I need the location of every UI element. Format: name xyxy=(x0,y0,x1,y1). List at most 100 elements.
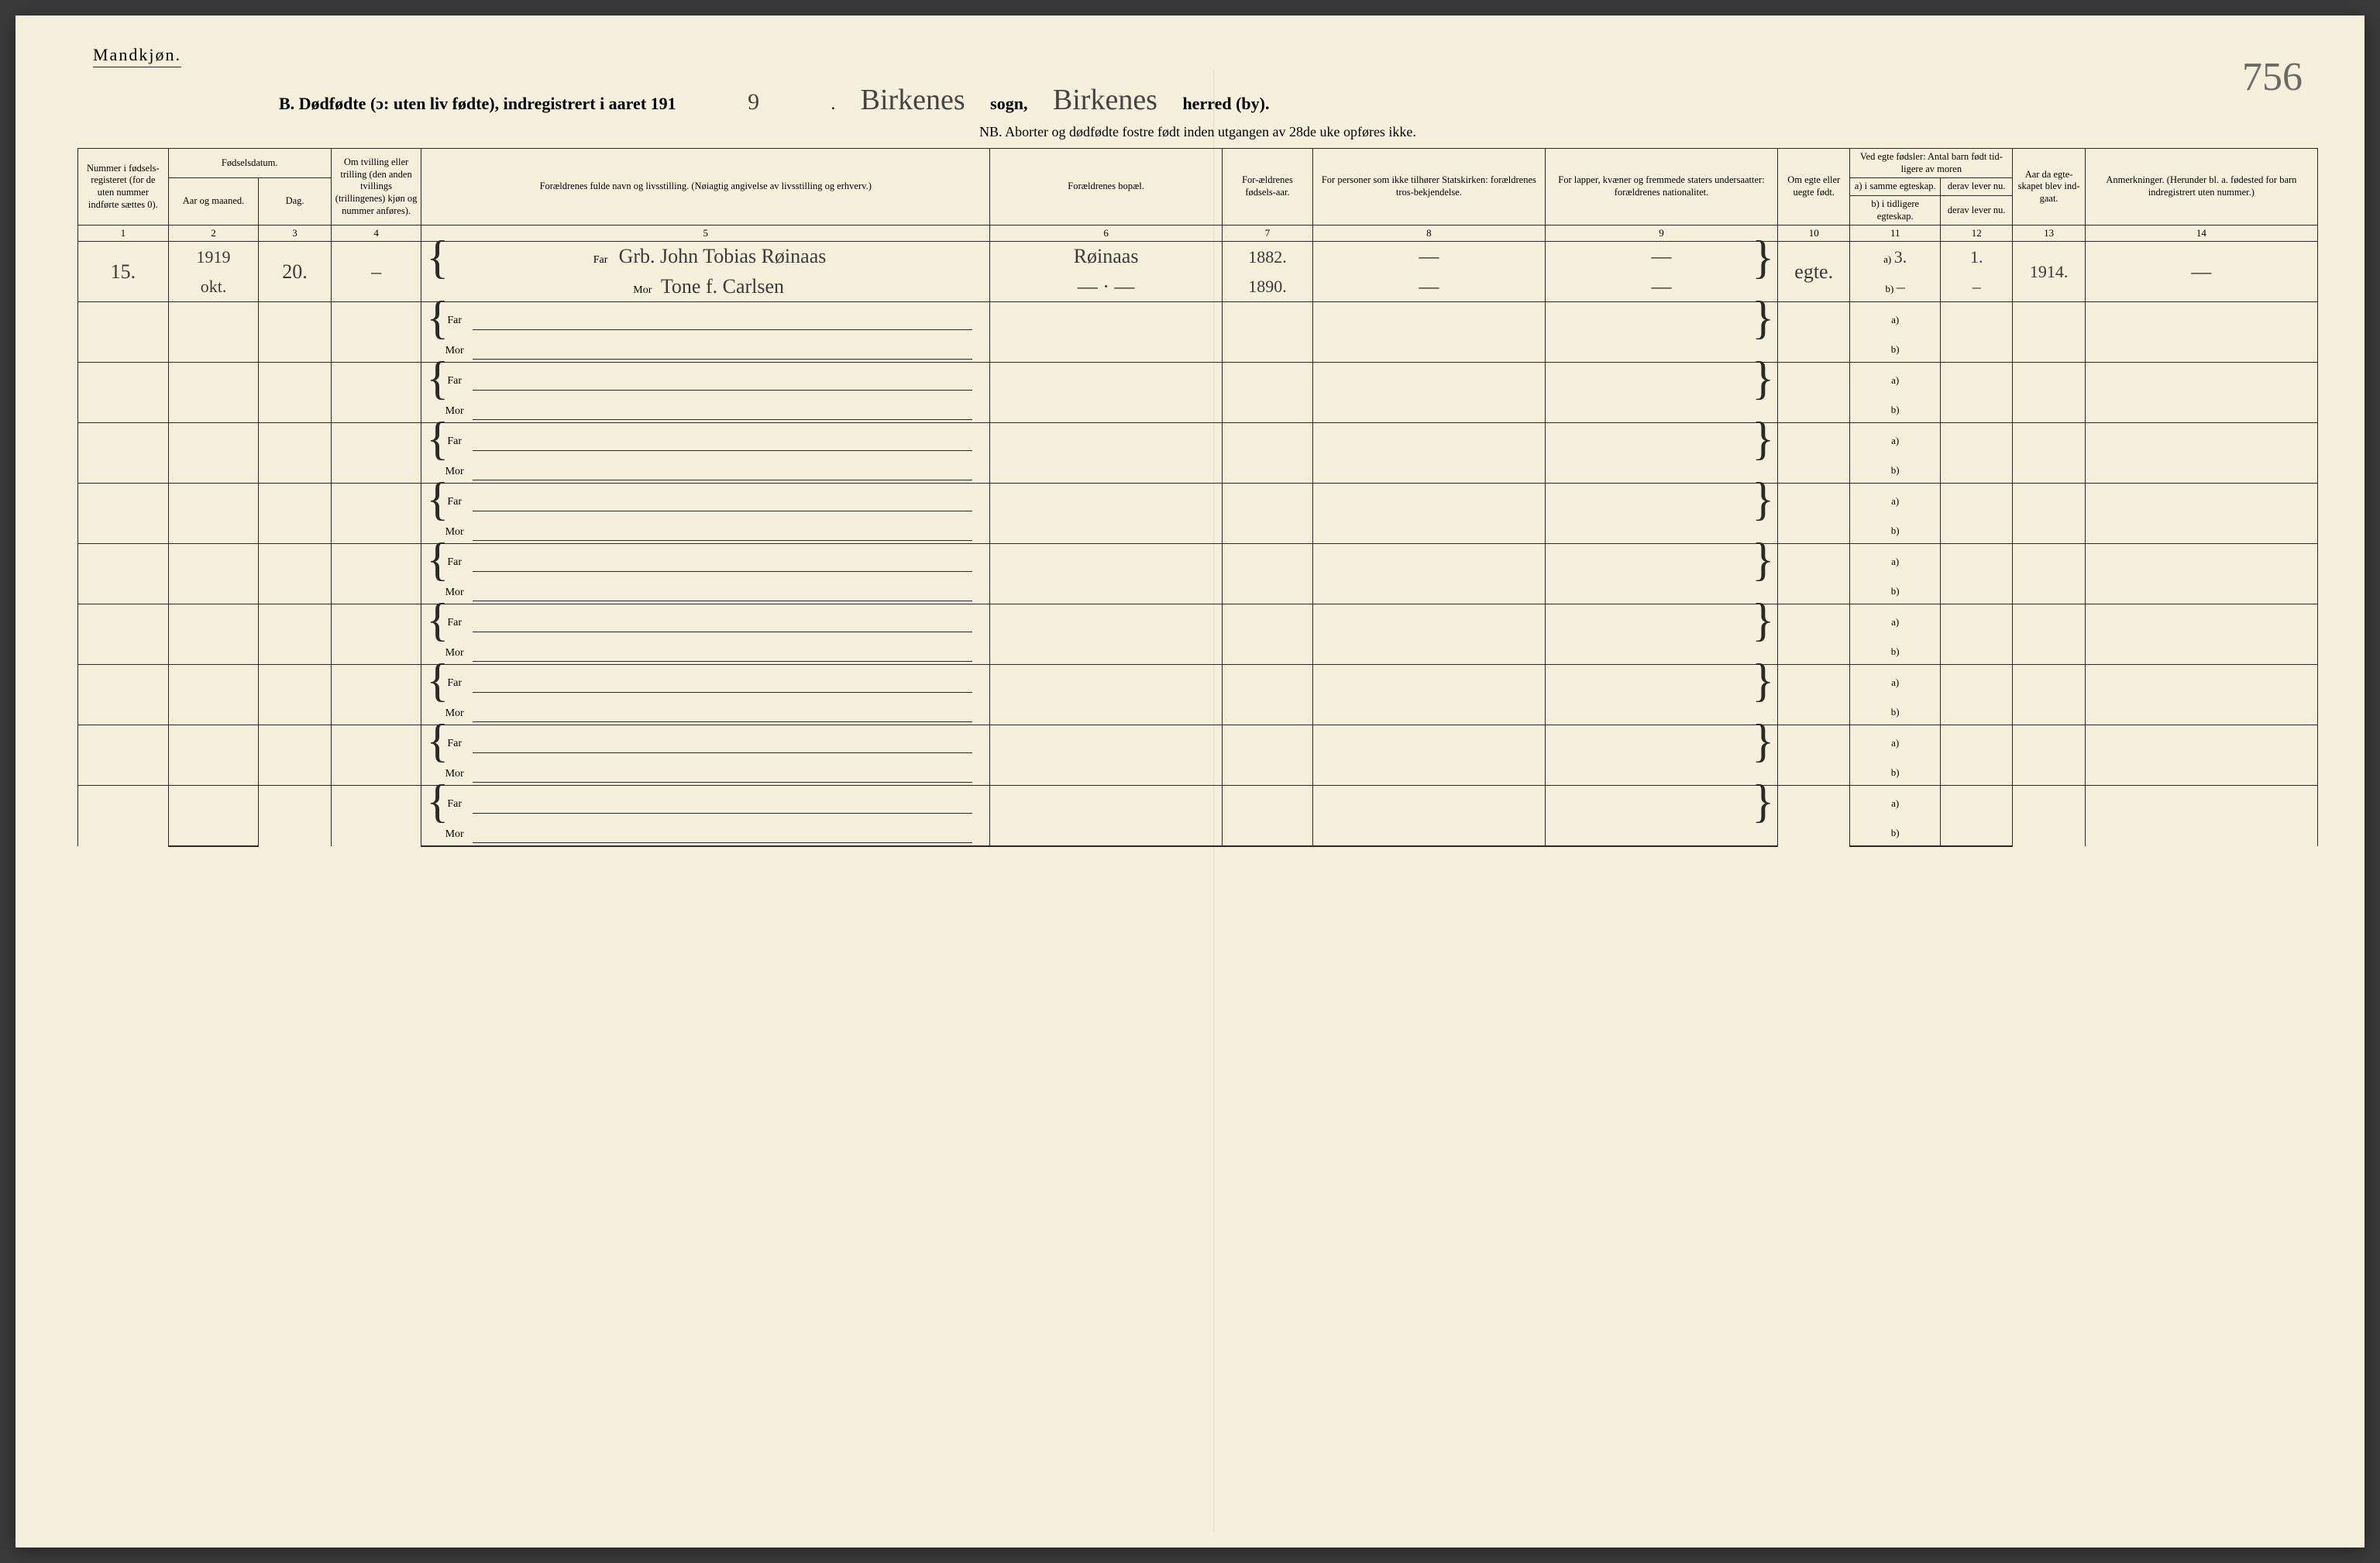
cell-faar-far xyxy=(1223,604,1313,635)
cell-year xyxy=(168,363,259,393)
th-14: Anmerkninger. (Herunder bl. a. fødested … xyxy=(2085,149,2317,225)
brace-right-icon: } xyxy=(1752,666,1774,694)
cell-c9-far: } xyxy=(1545,604,1777,635)
table-body: 15. 1919 20. – { Far Grb. John Tobias Rø… xyxy=(78,242,2318,847)
table-row-far: { Far } a) xyxy=(78,363,2318,393)
cell-11b: b) xyxy=(1850,332,1941,363)
cell-c9-mor xyxy=(1545,514,1777,544)
cell-far: { Far xyxy=(421,484,990,514)
cell-mor: Mor xyxy=(421,756,990,786)
cell-11a: a) xyxy=(1850,604,1941,635)
colnum: 9 xyxy=(1545,225,1777,242)
colnum: 4 xyxy=(331,225,421,242)
colnum: 2 xyxy=(168,225,259,242)
cell-num xyxy=(78,302,169,363)
th-4: Om tvilling eller trilling (den anden tv… xyxy=(331,149,421,225)
brace-right-icon: } xyxy=(1752,243,1774,271)
brace-left-icon: { xyxy=(426,243,449,271)
mor-label: Mor xyxy=(627,284,658,298)
brace-right-icon: } xyxy=(1752,364,1774,392)
handwritten-page-number: 756 xyxy=(2242,54,2303,100)
cell-bosted-far xyxy=(990,544,1223,574)
th-2: Aar og maaned. xyxy=(168,178,259,225)
sogn-label: sogn, xyxy=(990,94,1027,114)
cell-c9-mor xyxy=(1545,393,1777,423)
cell-faar-mor xyxy=(1223,695,1313,725)
page-fold-shadow xyxy=(1213,70,1215,1532)
cell-12b xyxy=(1941,332,2013,363)
cell-11b: b) xyxy=(1850,756,1941,786)
cell-faar-mor xyxy=(1223,514,1313,544)
cell-14 xyxy=(2085,302,2317,363)
cell-11a: a) 3. xyxy=(1850,242,1941,272)
table-row-far: { Far } a) xyxy=(78,423,2318,453)
cell-faar-mor xyxy=(1223,816,1313,847)
mor-label: Mor xyxy=(439,828,470,842)
cell-13 xyxy=(2013,302,2085,363)
cell-12b xyxy=(1941,393,2013,423)
cell-mor: Mor xyxy=(421,574,990,604)
cell-12b xyxy=(1941,635,2013,665)
cell-bosted-mor xyxy=(990,453,1223,484)
cell-day xyxy=(259,484,331,544)
cell-bosted-far xyxy=(990,604,1223,635)
cell-far: { Far xyxy=(421,786,990,816)
cell-faar-mor xyxy=(1223,393,1313,423)
cell-month xyxy=(168,695,259,725)
brace-right-icon: } xyxy=(1752,304,1774,332)
cell-month xyxy=(168,635,259,665)
cell-bosted-mor xyxy=(990,756,1223,786)
cell-c10 xyxy=(1778,786,1850,847)
cell-far: { Far xyxy=(421,544,990,574)
cell-far: { Far xyxy=(421,363,990,393)
cell-bosted-mor xyxy=(990,635,1223,665)
cell-14 xyxy=(2085,665,2317,725)
cell-c10 xyxy=(1778,302,1850,363)
register-table: Nummer i fødsels-registeret (for de uten… xyxy=(77,148,2318,847)
brace-right-icon: } xyxy=(1752,787,1774,815)
cell-twin xyxy=(331,423,421,484)
colnum: 6 xyxy=(990,225,1223,242)
colnum: 14 xyxy=(2085,225,2317,242)
cell-faar-far: 1882. xyxy=(1223,242,1313,272)
cell-11b: b) xyxy=(1850,514,1941,544)
cell-bosted-far xyxy=(990,665,1223,695)
cell-faar-far xyxy=(1223,725,1313,756)
cell-mor: Mor xyxy=(421,332,990,363)
cell-c9-far: } xyxy=(1545,484,1777,514)
cell-faar-mor xyxy=(1223,574,1313,604)
cell-year xyxy=(168,725,259,756)
cell-13 xyxy=(2013,484,2085,544)
cell-day xyxy=(259,544,331,604)
cell-12b xyxy=(1941,695,2013,725)
cell-mor: Mor xyxy=(421,393,990,423)
cell-c9-mor xyxy=(1545,695,1777,725)
cell-year xyxy=(168,786,259,816)
cell-12b xyxy=(1941,574,2013,604)
cell-bosted-far xyxy=(990,363,1223,393)
cell-c8-far xyxy=(1312,363,1545,393)
herred-value: Birkenes xyxy=(1035,85,1175,115)
cell-c9-far: } xyxy=(1545,544,1777,574)
cell-twin: – xyxy=(331,242,421,302)
ledger-page: Mandkjøn. 756 B. Dødfødte (ɔ: uten liv f… xyxy=(15,15,2365,1548)
brace-left-icon: { xyxy=(426,304,449,332)
cell-bosted-far: Røinaas xyxy=(990,242,1223,272)
cell-c9-far: } xyxy=(1545,665,1777,695)
brace-left-icon: { xyxy=(426,485,449,513)
cell-far: { Far xyxy=(421,302,990,332)
cell-13 xyxy=(2013,363,2085,423)
cell-mor: Mor xyxy=(421,453,990,484)
th-12b: derav lever nu. xyxy=(1941,195,2013,225)
cell-11b: b) xyxy=(1850,635,1941,665)
cell-c9-far: } xyxy=(1545,423,1777,453)
cell-far: { Far xyxy=(421,665,990,695)
cell-c9-mor xyxy=(1545,574,1777,604)
cell-bosted-far xyxy=(990,302,1223,332)
cell-twin xyxy=(331,484,421,544)
cell-faar-far xyxy=(1223,786,1313,816)
cell-year xyxy=(168,423,259,453)
brace-right-icon: } xyxy=(1752,485,1774,513)
title-prefix: B. Dødfødte (ɔ: uten liv fødte), indregi… xyxy=(279,94,676,114)
brace-left-icon: { xyxy=(426,425,449,453)
